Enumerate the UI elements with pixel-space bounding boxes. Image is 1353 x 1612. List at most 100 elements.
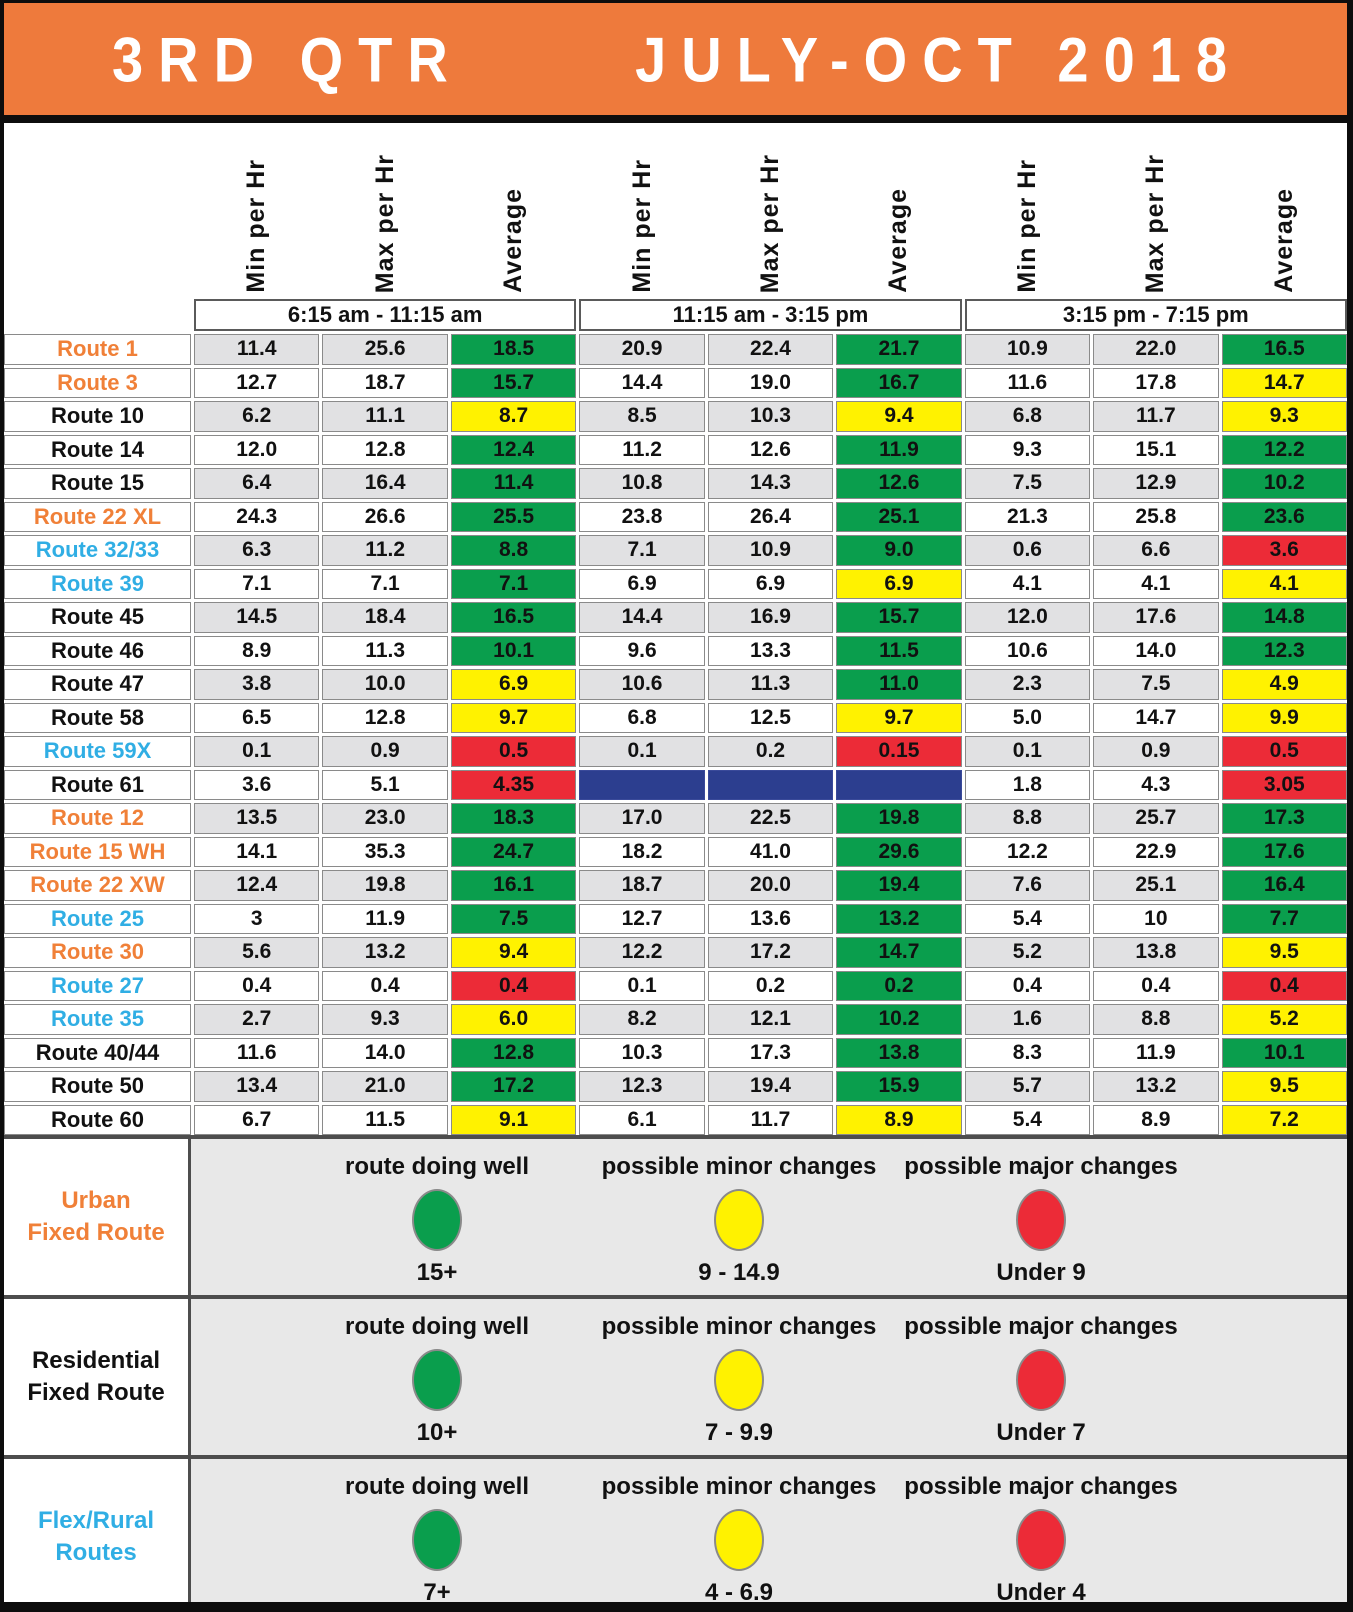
red-status-icon — [1016, 1189, 1066, 1251]
average-cell: 8.7 — [450, 401, 577, 432]
max-per-hr-cell: 0.4 — [322, 970, 448, 1001]
max-per-hr-cell: 10.0 — [322, 669, 448, 700]
average-cell: 15.7 — [836, 602, 962, 633]
max-per-hr-cell: 13.2 — [322, 937, 448, 968]
max-per-hr-cell: 12.9 — [1093, 468, 1219, 499]
legend-item-title: possible major changes — [904, 1313, 1178, 1340]
average-cell: 13.8 — [836, 1037, 962, 1068]
average-cell: 17.6 — [1221, 836, 1347, 867]
min-per-hr-cell: 0.1 — [194, 736, 320, 767]
min-per-hr-cell: 12.7 — [194, 367, 320, 398]
time-period-header-row: 6:15 am - 11:15 am 11:15 am - 3:15 pm 3:15… — [4, 299, 1347, 331]
max-per-hr-cell: 26.6 — [322, 501, 448, 532]
max-per-hr-cell: 19.4 — [707, 1071, 834, 1102]
max-per-hr-cell: 21.0 — [322, 1071, 448, 1102]
min-per-hr-cell: 12.3 — [579, 1071, 705, 1102]
average-cell: 5.2 — [1221, 1004, 1347, 1035]
average-cell: 9.4 — [450, 937, 577, 968]
route-name: Route 32/33 — [4, 535, 191, 566]
min-per-hr-cell: 5.4 — [964, 903, 1091, 934]
average-cell: 0.4 — [450, 970, 577, 1001]
legend-item-title: possible major changes — [904, 1153, 1178, 1180]
route-table: Route 1 11.4 25.6 18.5 20.9 22.4 21.7 10.9 22.0 1… — [4, 334, 1347, 1135]
route-name: Route 35 — [4, 1004, 191, 1035]
legend-item-range: Under 9 — [996, 1259, 1086, 1286]
max-per-hr-cell: 14.7 — [1093, 702, 1219, 733]
min-per-hr-cell: 12.0 — [964, 602, 1091, 633]
average-cell: 7.2 — [1221, 1104, 1347, 1135]
min-per-hr-cell: 6.9 — [579, 568, 705, 599]
min-per-hr-cell: 21.3 — [964, 501, 1091, 532]
legend-item-title: possible major changes — [904, 1473, 1178, 1500]
average-cell: 9.0 — [836, 535, 962, 566]
average-cell: 9.4 — [836, 401, 962, 432]
legend-item-title: possible minor changes — [601, 1153, 877, 1180]
min-per-hr-cell: 12.2 — [579, 937, 705, 968]
time-period-label: 3:15 pm - 7:15 pm — [964, 299, 1347, 331]
metric-label: Min per Hr — [242, 159, 271, 293]
max-per-hr-cell: 14.0 — [322, 1037, 448, 1068]
min-per-hr-cell: 23.8 — [579, 501, 705, 532]
route-name: Route 61 — [4, 769, 191, 800]
legend-row: Residential Fixed Route route doing well 10… — [4, 1295, 1347, 1455]
max-per-hr-cell: 17.8 — [1093, 367, 1219, 398]
min-per-hr-cell: 24.3 — [194, 501, 320, 532]
legend-item-range: 10+ — [416, 1419, 458, 1446]
max-per-hr-cell: 4.3 — [1093, 769, 1219, 800]
max-per-hr-cell: 8.9 — [1093, 1104, 1219, 1135]
max-per-hr-cell: 11.3 — [707, 669, 834, 700]
green-status-icon — [412, 1189, 462, 1251]
average-cell: 4.9 — [1221, 669, 1347, 700]
max-per-hr-cell: 12.8 — [322, 702, 448, 733]
min-per-hr-cell: 4.1 — [964, 568, 1091, 599]
max-per-hr-cell: 17.2 — [707, 937, 834, 968]
legend-category-line: Fixed Route — [27, 1219, 165, 1246]
average-cell: 7.1 — [450, 568, 577, 599]
min-per-hr-cell: 7.6 — [964, 870, 1091, 901]
average-cell: 19.8 — [836, 803, 962, 834]
average-cell: 9.7 — [836, 702, 962, 733]
min-per-hr-cell: 1.6 — [964, 1004, 1091, 1035]
metric-label: Average — [499, 188, 528, 293]
max-per-hr-cell: 9.3 — [322, 1004, 448, 1035]
route-name: Route 39 — [4, 568, 191, 599]
metric-label: Max per Hr — [755, 153, 784, 293]
legend-row: Flex/Rural Routes route doing well 7+ possib… — [4, 1455, 1347, 1606]
average-cell: 12.3 — [1221, 635, 1347, 666]
min-per-hr-cell: 6.3 — [194, 535, 320, 566]
route-name: Route 14 — [4, 434, 191, 465]
title-daterange: JULY-OCT 2018 — [635, 23, 1242, 95]
max-per-hr-cell: 18.4 — [322, 602, 448, 633]
min-per-hr-cell: 10.8 — [579, 468, 705, 499]
max-per-hr-cell: 13.2 — [1093, 1071, 1219, 1102]
legend-item-title: possible minor changes — [601, 1473, 877, 1500]
max-per-hr-cell: 0.2 — [707, 736, 834, 767]
max-per-hr-cell: 11.5 — [322, 1104, 448, 1135]
route-name: Route 58 — [4, 702, 191, 733]
min-per-hr-cell: 0.6 — [964, 535, 1091, 566]
legend-item: possible major changes Under 4 — [890, 1459, 1192, 1606]
min-per-hr-cell: 11.6 — [964, 367, 1091, 398]
yellow-status-icon — [714, 1349, 764, 1411]
max-per-hr-cell: 15.1 — [1093, 434, 1219, 465]
max-per-hr-cell: 22.0 — [1093, 334, 1219, 365]
average-cell: 12.8 — [450, 1037, 577, 1068]
average-cell: 16.4 — [1221, 870, 1347, 901]
column-headers: Min per Hr Max per Hr Average Min per Hr Max… — [4, 123, 1347, 297]
legend-category-line: Fixed Route — [27, 1379, 165, 1406]
max-per-hr-cell: 12.5 — [707, 702, 834, 733]
min-per-hr-cell: 0.4 — [964, 970, 1091, 1001]
min-per-hr-cell: 18.2 — [579, 836, 705, 867]
min-per-hr-cell: 9.6 — [579, 635, 705, 666]
min-per-hr-cell: 0.1 — [579, 970, 705, 1001]
max-per-hr-cell: 14.3 — [707, 468, 834, 499]
max-per-hr-cell: 12.8 — [322, 434, 448, 465]
average-cell: 16.1 — [450, 870, 577, 901]
min-per-hr-cell: 3.8 — [194, 669, 320, 700]
max-per-hr-cell — [707, 769, 834, 800]
max-per-hr-cell: 35.3 — [322, 836, 448, 867]
min-per-hr-cell: 8.8 — [964, 803, 1091, 834]
max-per-hr-cell: 10 — [1093, 903, 1219, 934]
legend-item: possible minor changes 9 - 14.9 — [588, 1139, 890, 1295]
legend-item-range: Under 4 — [996, 1579, 1086, 1606]
